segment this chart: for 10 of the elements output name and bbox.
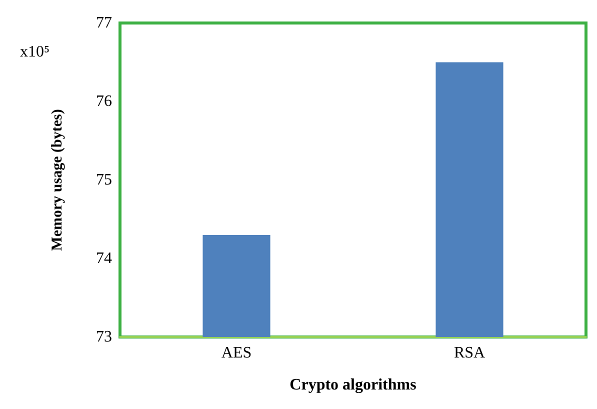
y-tick-label: 75 <box>96 172 112 188</box>
x-axis-title: Crypto algorithms <box>290 376 416 394</box>
y-tick-label: 76 <box>96 93 112 110</box>
x-tick-label: AES <box>221 344 252 362</box>
y-tick-label: 73 <box>96 328 112 346</box>
y-axis-title: Memory usage (bytes) <box>50 109 66 251</box>
y-tick-label: 77 <box>96 14 112 32</box>
x-tick-label: RSA <box>454 344 486 362</box>
y-tick-label: 74 <box>96 250 112 267</box>
text: x10⁵ <box>20 44 50 60</box>
